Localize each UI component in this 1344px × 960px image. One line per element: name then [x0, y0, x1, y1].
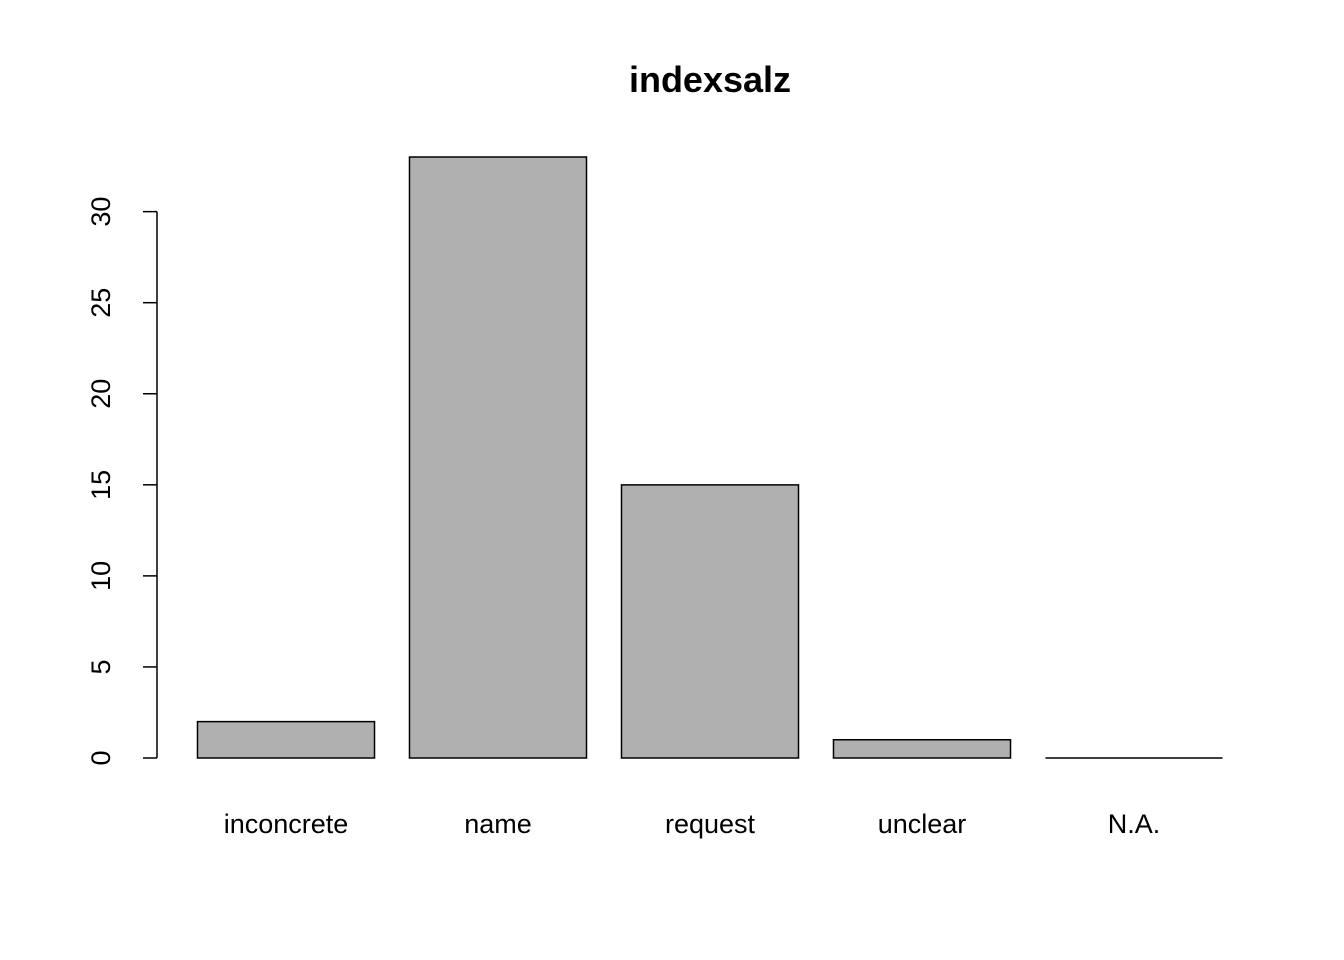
bar [832, 739, 1012, 759]
x-tick-label: N.A. [1108, 809, 1161, 839]
y-tick-label: 5 [86, 659, 116, 674]
x-tick-label: name [464, 809, 532, 839]
chart-title: indexsalz [629, 59, 791, 100]
x-tick-label: unclear [878, 809, 967, 839]
x-tick-label: request [665, 809, 756, 839]
y-tick-label: 30 [86, 197, 116, 227]
bar [196, 720, 376, 759]
x-tick-label: inconcrete [224, 809, 349, 839]
y-tick-label: 0 [86, 750, 116, 765]
bar [408, 156, 588, 759]
bar [620, 484, 800, 759]
y-tick-label: 20 [86, 379, 116, 409]
y-tick-label: 25 [86, 288, 116, 318]
y-tick-label: 15 [86, 470, 116, 500]
y-tick-label: 10 [86, 561, 116, 591]
